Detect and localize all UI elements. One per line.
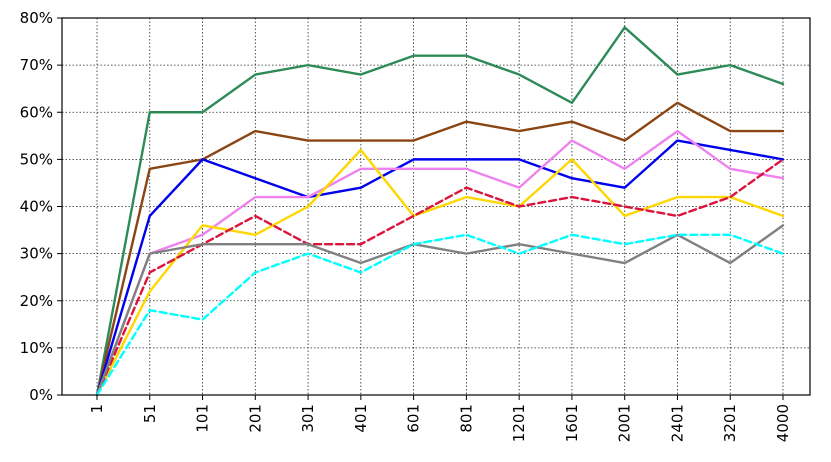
x-tick-label: 4000	[774, 404, 792, 442]
x-tick-label: 601	[405, 404, 423, 433]
x-axis-ticks: 1 51 101 201 301 401 601 801 1201 1601 2001 2401 320…	[88, 395, 792, 442]
x-tick-label: 3201	[721, 404, 739, 442]
y-tick-label: 20%	[20, 292, 53, 310]
y-tick-label: 80%	[20, 9, 53, 27]
x-tick-label: 2401	[668, 404, 686, 442]
series-line	[95, 158, 785, 397]
series-line	[95, 139, 785, 397]
x-tick-label: 201	[246, 404, 264, 433]
x-tick-label: 1201	[510, 404, 528, 442]
series-lines	[95, 26, 785, 397]
x-tick-label: 801	[457, 404, 475, 433]
x-tick-label: 2001	[616, 404, 634, 442]
series-line	[95, 101, 785, 397]
y-tick-label: 40%	[20, 198, 53, 216]
x-tick-label: 301	[299, 404, 317, 433]
x-tick-label: 401	[352, 404, 370, 433]
y-axis-ticks: 0% 10% 20% 30% 40% 50% 60% 70% 80%	[20, 9, 62, 404]
x-tick-label: 101	[194, 404, 212, 433]
series-line	[95, 224, 785, 397]
grid	[62, 17, 810, 396]
series-line	[95, 233, 785, 397]
y-tick-label: 30%	[20, 245, 53, 263]
y-tick-label: 10%	[20, 339, 53, 357]
y-tick-label: 0%	[29, 386, 53, 404]
y-tick-label: 50%	[20, 150, 53, 168]
x-tick-label: 1601	[563, 404, 581, 442]
series-line	[95, 129, 785, 397]
series-line	[95, 26, 785, 397]
series-line	[95, 148, 785, 397]
y-tick-label: 60%	[20, 103, 53, 121]
x-tick-label: 1	[88, 404, 106, 414]
y-tick-label: 70%	[20, 56, 53, 74]
x-tick-label: 51	[141, 404, 159, 423]
